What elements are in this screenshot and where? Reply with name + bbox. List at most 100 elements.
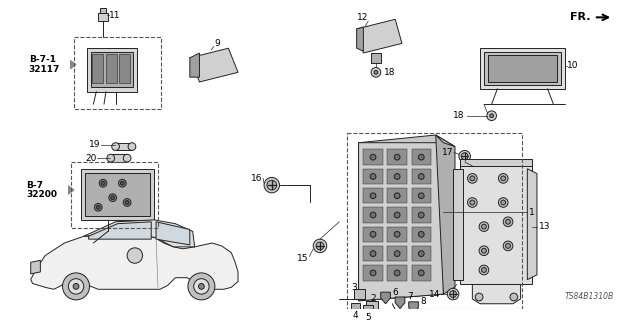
Circle shape bbox=[470, 200, 475, 205]
Circle shape bbox=[419, 212, 424, 218]
Circle shape bbox=[461, 153, 468, 160]
Circle shape bbox=[370, 193, 376, 199]
Polygon shape bbox=[354, 289, 365, 299]
Polygon shape bbox=[387, 149, 407, 165]
Polygon shape bbox=[460, 164, 532, 284]
Circle shape bbox=[510, 293, 518, 301]
Polygon shape bbox=[190, 48, 238, 82]
Text: 32117: 32117 bbox=[29, 65, 60, 74]
Polygon shape bbox=[364, 265, 383, 281]
Circle shape bbox=[450, 291, 456, 298]
Text: 12: 12 bbox=[356, 13, 368, 22]
Circle shape bbox=[267, 180, 276, 190]
Text: 13: 13 bbox=[539, 222, 550, 231]
Polygon shape bbox=[356, 19, 402, 53]
Circle shape bbox=[101, 181, 105, 185]
Circle shape bbox=[68, 279, 84, 294]
Bar bbox=[92, 54, 103, 83]
Polygon shape bbox=[364, 188, 383, 204]
Bar bbox=[120, 54, 130, 83]
Polygon shape bbox=[412, 207, 431, 223]
Polygon shape bbox=[387, 246, 407, 261]
Circle shape bbox=[370, 154, 376, 160]
Polygon shape bbox=[84, 220, 195, 247]
Text: 17: 17 bbox=[442, 148, 453, 157]
Polygon shape bbox=[472, 284, 520, 304]
Polygon shape bbox=[364, 169, 383, 184]
Polygon shape bbox=[358, 135, 444, 301]
Text: 5: 5 bbox=[365, 313, 371, 320]
Circle shape bbox=[198, 284, 204, 289]
Polygon shape bbox=[356, 27, 364, 51]
Polygon shape bbox=[412, 169, 431, 184]
Circle shape bbox=[499, 198, 508, 207]
FancyArrowPatch shape bbox=[70, 60, 76, 69]
Circle shape bbox=[501, 200, 506, 205]
Polygon shape bbox=[460, 159, 532, 166]
Circle shape bbox=[370, 251, 376, 257]
Circle shape bbox=[459, 150, 470, 162]
Bar bbox=[71, 162, 158, 228]
Polygon shape bbox=[412, 265, 431, 281]
Polygon shape bbox=[364, 305, 373, 314]
Circle shape bbox=[394, 173, 400, 179]
Circle shape bbox=[394, 270, 400, 276]
Circle shape bbox=[394, 212, 400, 218]
Circle shape bbox=[419, 193, 424, 199]
Circle shape bbox=[316, 242, 324, 250]
Polygon shape bbox=[364, 227, 383, 242]
Text: 9: 9 bbox=[214, 39, 220, 48]
Circle shape bbox=[194, 279, 209, 294]
Polygon shape bbox=[453, 169, 463, 280]
Polygon shape bbox=[156, 222, 190, 245]
Text: 32200: 32200 bbox=[26, 190, 57, 199]
Circle shape bbox=[124, 154, 131, 162]
Polygon shape bbox=[116, 143, 132, 150]
Text: 18: 18 bbox=[383, 68, 395, 77]
Circle shape bbox=[109, 194, 116, 202]
Circle shape bbox=[468, 198, 477, 207]
Circle shape bbox=[73, 284, 79, 289]
Circle shape bbox=[63, 273, 90, 300]
Text: 10: 10 bbox=[567, 61, 579, 70]
Bar bbox=[106, 54, 116, 83]
Circle shape bbox=[128, 143, 136, 150]
Circle shape bbox=[506, 220, 511, 224]
Circle shape bbox=[394, 251, 400, 257]
Circle shape bbox=[487, 111, 497, 121]
Circle shape bbox=[394, 193, 400, 199]
Circle shape bbox=[99, 179, 107, 187]
Polygon shape bbox=[366, 301, 378, 310]
Polygon shape bbox=[31, 260, 40, 274]
Bar bbox=[347, 133, 522, 308]
Text: 6: 6 bbox=[392, 288, 398, 297]
Polygon shape bbox=[81, 169, 154, 220]
Polygon shape bbox=[387, 207, 407, 223]
Polygon shape bbox=[364, 149, 383, 165]
Polygon shape bbox=[98, 13, 108, 21]
Polygon shape bbox=[484, 52, 561, 85]
Text: 11: 11 bbox=[109, 11, 120, 20]
Circle shape bbox=[479, 265, 489, 275]
Circle shape bbox=[264, 177, 280, 193]
Text: FR.: FR. bbox=[570, 12, 591, 22]
Polygon shape bbox=[358, 143, 444, 301]
Circle shape bbox=[125, 201, 129, 204]
Polygon shape bbox=[86, 48, 137, 92]
Polygon shape bbox=[100, 8, 106, 13]
Polygon shape bbox=[84, 172, 150, 216]
Text: 1: 1 bbox=[529, 208, 535, 217]
Circle shape bbox=[374, 70, 378, 74]
Polygon shape bbox=[351, 303, 360, 312]
Circle shape bbox=[111, 196, 115, 200]
Text: B-7-1: B-7-1 bbox=[29, 55, 56, 64]
Circle shape bbox=[499, 173, 508, 183]
Polygon shape bbox=[387, 188, 407, 204]
Polygon shape bbox=[412, 188, 431, 204]
Polygon shape bbox=[412, 227, 431, 242]
Text: 20: 20 bbox=[85, 154, 96, 163]
Text: 7: 7 bbox=[407, 292, 413, 301]
Circle shape bbox=[470, 176, 475, 181]
Text: 8: 8 bbox=[420, 297, 426, 306]
Circle shape bbox=[468, 173, 477, 183]
